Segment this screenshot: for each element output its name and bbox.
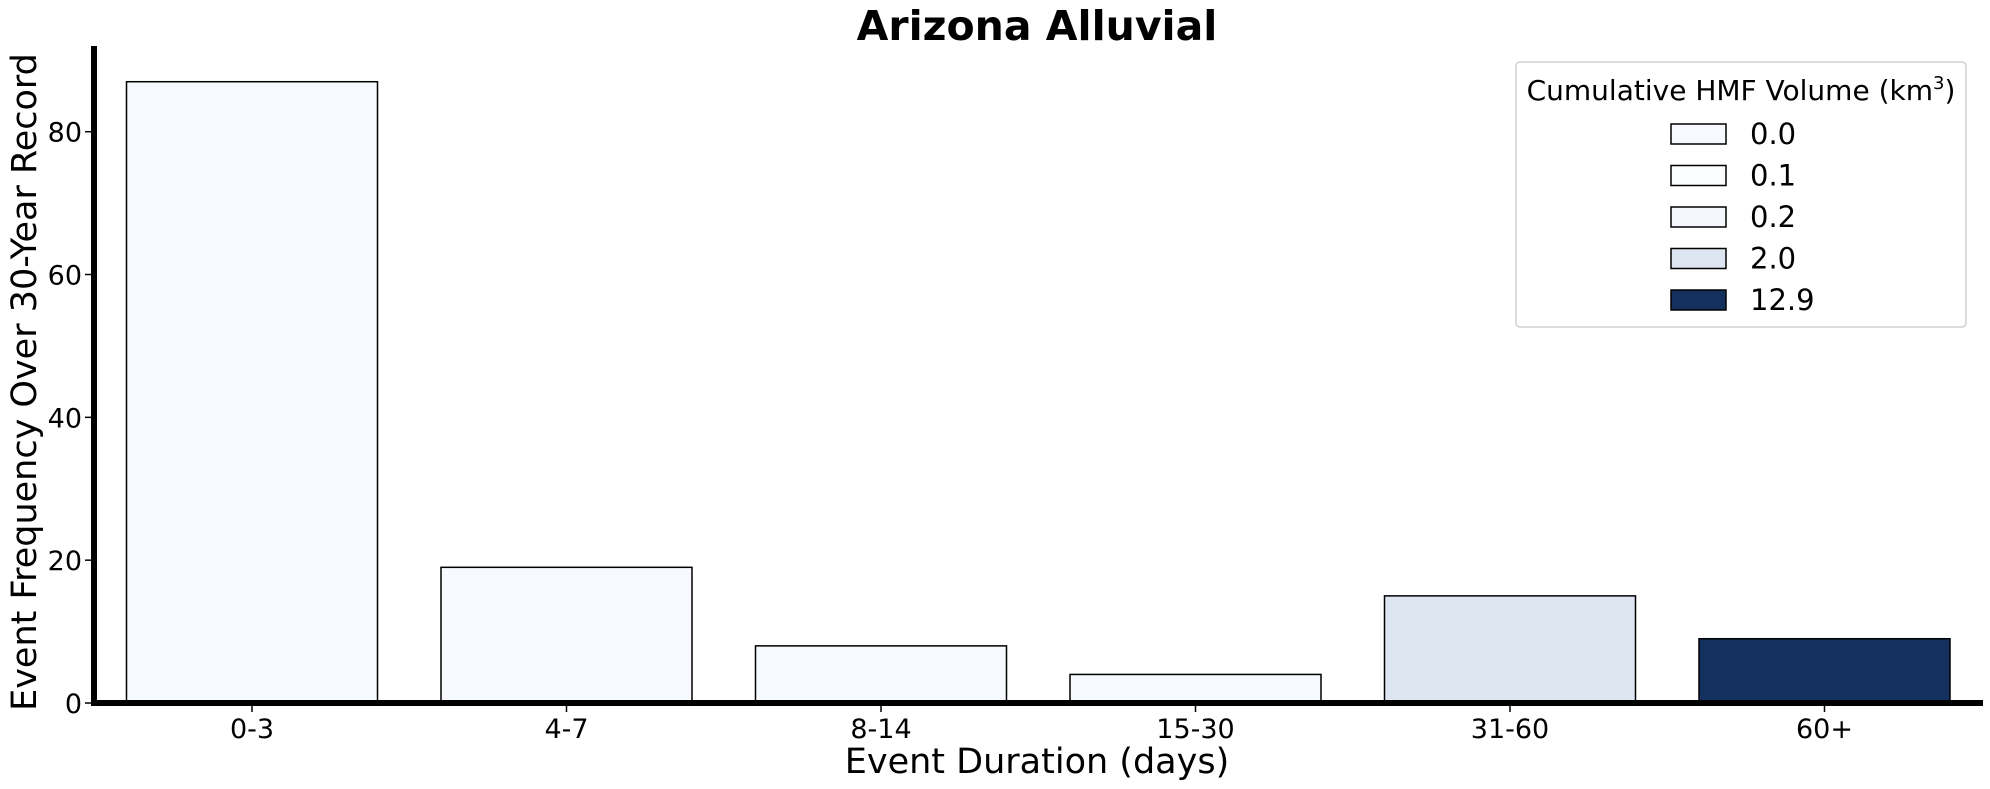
legend: Cumulative HMF Volume (km3) 0.0 0.1 0.2 2.0… [1515, 61, 1967, 328]
legend-title: Cumulative HMF Volume (km3) [1527, 73, 1956, 107]
chart-title: Arizona Alluvial [857, 2, 1218, 50]
bar-15-30 [1069, 673, 1322, 704]
legend-frame [1515, 61, 1967, 328]
x-axis-label: Event Duration (days) [845, 742, 1229, 782]
x-tick-label: 31-60 [1471, 714, 1549, 745]
legend-label: 0.0 [1750, 117, 1796, 151]
y-ticks-group: 0 20 40 60 80 [48, 118, 91, 720]
y-tick-label: 20 [48, 546, 82, 577]
legend-label: 0.1 [1750, 159, 1796, 193]
y-tick-label: 60 [48, 261, 82, 292]
legend-swatch [1670, 123, 1727, 145]
x-tick-label: 60+ [1796, 714, 1853, 745]
y-tick-label: 40 [48, 403, 82, 434]
x-tick-label: 0-3 [230, 714, 274, 745]
x-tick-label: 8-14 [850, 714, 911, 745]
y-tick-label: 80 [48, 118, 82, 149]
x-tick-label: 4-7 [544, 714, 588, 745]
bar-8-14 [754, 645, 1008, 704]
y-axis-label: Event Frequency Over 30-Year Record [5, 53, 45, 711]
legend-swatch [1670, 164, 1727, 187]
bar-31-60 [1383, 595, 1637, 704]
legend-swatch [1670, 206, 1727, 228]
legend-title-superscript: 3 [1933, 73, 1944, 94]
legend-swatch [1670, 289, 1727, 311]
legend-entries: 0.0 0.1 0.2 2.0 12.9 [1670, 117, 1815, 317]
legend-swatch [1670, 247, 1727, 270]
legend-label: 0.2 [1750, 200, 1796, 234]
x-tick-label: 15-30 [1156, 714, 1234, 745]
bar-60+ [1698, 637, 1951, 704]
y-tick-label: 0 [65, 689, 82, 720]
bars-group [125, 80, 1951, 704]
legend-label: 2.0 [1750, 242, 1796, 276]
bar-4-7 [440, 566, 693, 704]
legend-title-suffix: ) [1944, 74, 1955, 107]
legend-label: 12.9 [1750, 283, 1815, 317]
legend-title-main: Cumulative HMF Volume (km [1527, 74, 1933, 107]
bar-0-3 [125, 80, 379, 704]
x-ticks-group: 0-3 4-7 8-14 15-30 31-60 60+ [230, 706, 1853, 745]
